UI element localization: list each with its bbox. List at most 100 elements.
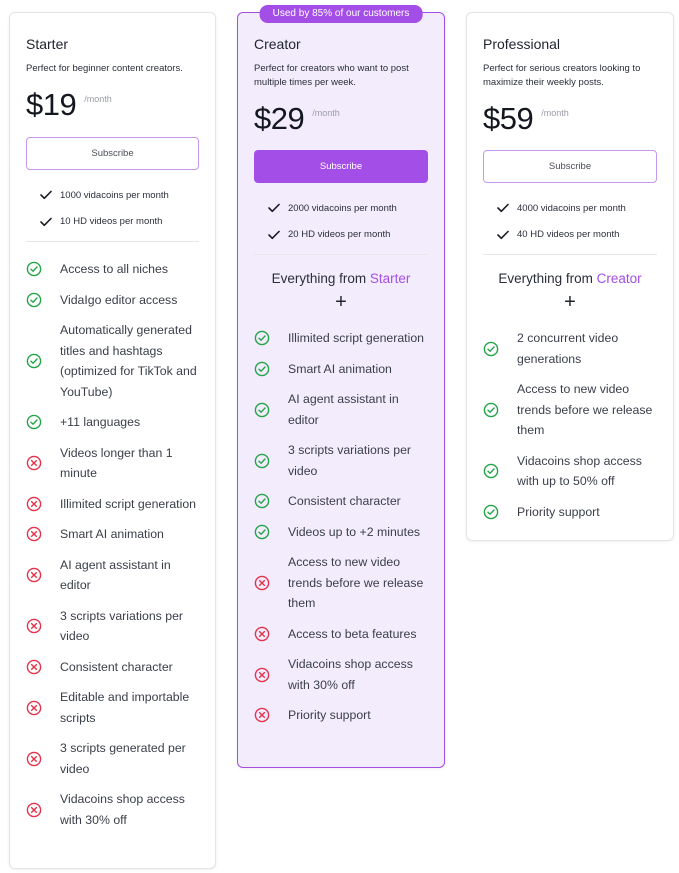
feature-label: Access to new video trends before we rel… bbox=[288, 555, 424, 610]
feature-item: Vidacoins shop access with 30% off bbox=[26, 784, 199, 835]
plan-card-professional: Professional Perfect for serious creator… bbox=[466, 12, 674, 541]
feature-item: Vidacoins shop access with up to 50% off bbox=[483, 446, 657, 497]
quota-item: 2000 vidacoins per month bbox=[268, 195, 428, 222]
quota-list: 2000 vidacoins per month 20 HD videos per… bbox=[254, 195, 428, 248]
price: $29 bbox=[254, 101, 305, 136]
feature-item: Priority support bbox=[483, 497, 657, 528]
divider bbox=[483, 254, 657, 255]
feature-label: Consistent character bbox=[288, 494, 401, 508]
feature-label: Editable and importable scripts bbox=[60, 690, 190, 725]
check-circle-icon bbox=[26, 353, 60, 369]
feature-label: +11 languages bbox=[60, 415, 141, 429]
feature-item: Illimited script generation bbox=[254, 323, 428, 354]
x-circle-icon bbox=[26, 567, 60, 583]
everything-from-plan: Creator bbox=[596, 271, 642, 286]
feature-item: Illimited script generation bbox=[26, 489, 199, 520]
everything-from-prefix: Everything from bbox=[271, 271, 367, 286]
quota-label: 2000 vidacoins per month bbox=[288, 202, 397, 214]
feature-label: Vidacoins shop access with 30% off bbox=[60, 792, 185, 827]
plan-card-starter: Starter Perfect for beginner content cre… bbox=[9, 12, 216, 869]
x-circle-icon bbox=[26, 496, 60, 512]
price: $59 bbox=[483, 101, 534, 136]
feature-label: Priority support bbox=[288, 708, 371, 722]
feature-label: 2 concurrent video generations bbox=[517, 331, 619, 366]
feature-item: Access to new video trends before we rel… bbox=[483, 374, 657, 446]
quota-item: 10 HD videos per month bbox=[40, 209, 199, 236]
plan-description: Perfect for serious creators looking to … bbox=[483, 63, 641, 88]
subscribe-button-professional[interactable]: Subscribe bbox=[483, 150, 657, 183]
x-circle-icon bbox=[26, 455, 60, 471]
feature-label: Automatically generated titles and hasht… bbox=[60, 323, 197, 399]
everything-from: Everything from Starter bbox=[254, 271, 428, 287]
feature-item: +11 languages bbox=[26, 407, 199, 438]
quota-label: 10 HD videos per month bbox=[60, 216, 163, 228]
plan-description: Perfect for creators who want to post mu… bbox=[254, 63, 409, 88]
feature-label: Illimited script generation bbox=[60, 496, 197, 511]
x-circle-icon bbox=[254, 707, 288, 723]
price-row: $59 /month bbox=[483, 98, 657, 136]
divider bbox=[26, 241, 199, 242]
everything-from-plan: Starter bbox=[369, 271, 411, 286]
feature-label: Smart AI animation bbox=[288, 361, 392, 376]
checkmark-icon bbox=[268, 203, 288, 213]
subscribe-button-creator[interactable]: Subscribe bbox=[254, 150, 428, 183]
feature-item: Access to all niches bbox=[26, 254, 199, 285]
quota-list: 4000 vidacoins per month 40 HD videos per… bbox=[483, 195, 657, 248]
feature-list: Illimited script generation Smart AI anim… bbox=[254, 323, 428, 731]
feature-item: 3 scripts variations per video bbox=[254, 435, 428, 486]
price-row: $19 /month bbox=[26, 84, 199, 122]
x-circle-icon bbox=[254, 575, 288, 591]
feature-item: Videos longer than 1 minute bbox=[26, 438, 199, 489]
check-circle-icon bbox=[254, 361, 288, 377]
quota-label: 40 HD videos per month bbox=[517, 229, 620, 241]
check-circle-icon bbox=[26, 261, 60, 277]
quota-item: 1000 vidacoins per month bbox=[40, 182, 199, 209]
feature-label: AI agent assistant in editor bbox=[60, 557, 171, 593]
check-circle-icon bbox=[483, 463, 517, 479]
x-circle-icon bbox=[26, 659, 60, 675]
feature-item: AI agent assistant in editor bbox=[254, 384, 428, 435]
feature-item: Consistent character bbox=[26, 652, 199, 683]
feature-list: 2 concurrent video generations Access to … bbox=[483, 323, 657, 527]
quota-list: 1000 vidacoins per month 10 HD videos per… bbox=[26, 182, 199, 235]
plus-sign: + bbox=[564, 291, 576, 313]
feature-label: Videos up to +2 minutes bbox=[288, 524, 421, 539]
feature-label: Access to all niches bbox=[60, 262, 168, 276]
x-circle-icon bbox=[26, 526, 60, 542]
price-period: /month bbox=[541, 108, 569, 118]
feature-label: AI agent assistant in editor bbox=[288, 392, 399, 427]
feature-item: Automatically generated titles and hasht… bbox=[26, 315, 199, 407]
feature-label: Smart AI animation bbox=[60, 527, 164, 541]
check-circle-icon bbox=[483, 504, 517, 520]
subscribe-button-starter[interactable]: Subscribe bbox=[26, 137, 199, 170]
quota-item: 4000 vidacoins per month bbox=[497, 195, 657, 222]
price: $19 bbox=[26, 87, 77, 122]
x-circle-icon bbox=[26, 802, 60, 818]
feature-item: Smart AI animation bbox=[26, 519, 199, 550]
check-circle-icon bbox=[254, 524, 288, 540]
feature-item: Vidacoins shop access with 30% off bbox=[254, 649, 428, 700]
feature-label: Vidacoins shop access with up to 50% off bbox=[517, 453, 642, 489]
plan-name: Starter bbox=[26, 36, 69, 52]
feature-label: Access to beta features bbox=[288, 626, 417, 641]
feature-item: Editable and importable scripts bbox=[26, 682, 199, 733]
plan-name: Professional bbox=[483, 36, 561, 52]
price-period: /month bbox=[312, 108, 340, 118]
quota-item: 20 HD videos per month bbox=[268, 222, 428, 249]
checkmark-icon bbox=[268, 230, 288, 240]
feature-item: Videos up to +2 minutes bbox=[254, 517, 428, 548]
feature-label: Illimited script generation bbox=[288, 331, 425, 345]
feature-label: 3 scripts generated per video bbox=[60, 741, 186, 776]
check-circle-icon bbox=[254, 402, 288, 418]
check-circle-icon bbox=[254, 453, 288, 469]
everything-from-prefix: Everything from bbox=[498, 271, 593, 286]
feature-item: 2 concurrent video generations bbox=[483, 323, 657, 374]
feature-item: 3 scripts variations per video bbox=[26, 601, 199, 652]
checkmark-icon bbox=[497, 230, 517, 240]
divider bbox=[254, 254, 428, 255]
feature-list: Access to all niches VidaIgo editor acces… bbox=[26, 254, 199, 835]
quota-item: 40 HD videos per month bbox=[497, 222, 657, 249]
feature-item: AI agent assistant in editor bbox=[26, 550, 199, 601]
quota-label: 20 HD videos per month bbox=[288, 229, 391, 241]
feature-label: Access to new video trends before we rel… bbox=[517, 382, 653, 437]
